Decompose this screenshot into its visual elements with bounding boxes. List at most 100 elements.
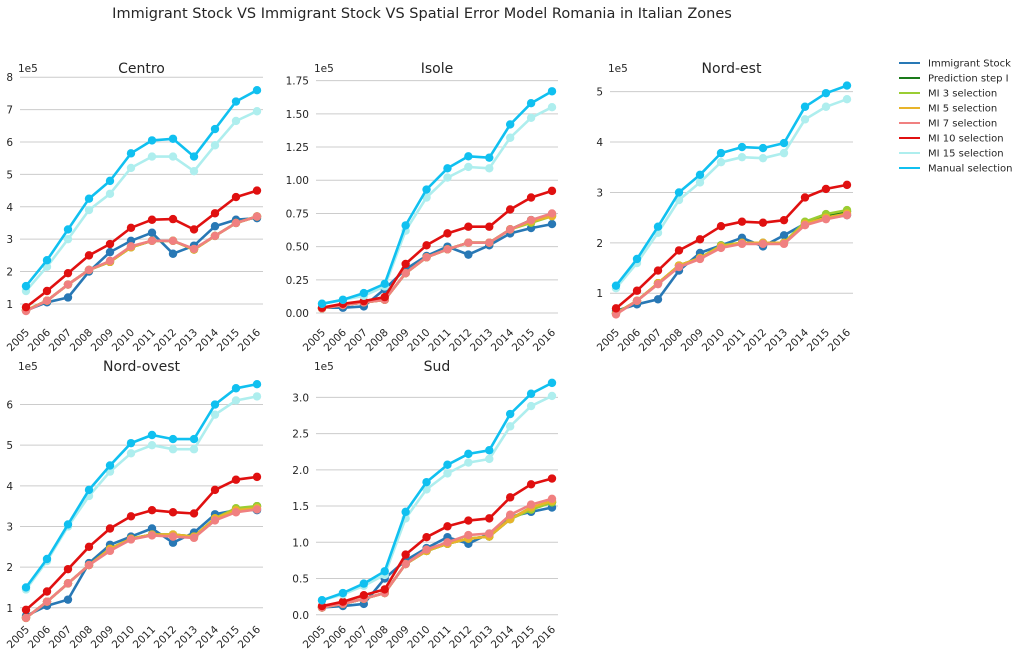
data-point (126, 223, 136, 233)
data-point (210, 141, 220, 150)
data-point (695, 235, 705, 244)
x-tick-label: 2010 (700, 327, 727, 354)
legend-item: Immigrant Stock (899, 59, 1011, 70)
data-point (464, 516, 473, 525)
y-tick-label: 4 (6, 481, 13, 493)
data-point (147, 531, 157, 540)
x-tick-label: 2015 (215, 624, 242, 651)
data-point (84, 265, 94, 275)
x-tick-label: 2009 (679, 327, 706, 354)
y-tick-label: 6 (6, 400, 13, 412)
series-line (614, 213, 849, 313)
y-tick-label: 0.50 (286, 242, 309, 254)
data-point (547, 87, 557, 96)
series-line (614, 208, 849, 315)
data-point (464, 449, 473, 459)
data-point (210, 231, 220, 241)
series-mi-5-selection (317, 496, 557, 612)
data-point (485, 153, 494, 162)
y-tick-label: 1.75 (286, 76, 309, 88)
series-mi-7-selection (611, 210, 852, 319)
legend-label: Prediction step I (928, 74, 1009, 85)
data-point (695, 178, 705, 187)
data-point (21, 583, 31, 592)
y-tick-label: 1.25 (286, 142, 309, 154)
y-tick-label: 5 (596, 87, 603, 99)
x-tick-label: 2013 (468, 624, 495, 651)
data-point (485, 164, 494, 173)
data-point (632, 286, 642, 295)
data-point (126, 512, 136, 521)
data-point (821, 214, 831, 224)
data-point (42, 256, 52, 265)
data-point (380, 292, 389, 302)
data-point (359, 590, 369, 600)
y-tick-label: 3.0 (292, 392, 309, 404)
panel-nord-est: 1 2 3 4 5 1e5 Nord-est 200520062007200820092010… (595, 61, 854, 354)
figure-title: Immigrant Stock VS Immigrant Stock VS Sp… (112, 6, 732, 22)
data-point (547, 209, 557, 218)
series-line (24, 88, 259, 288)
data-point (168, 214, 178, 224)
series-manual-selection (317, 378, 557, 605)
data-point (800, 221, 810, 230)
data-point (168, 532, 178, 541)
y-tick-label: 6 (6, 137, 13, 149)
x-tick-label: 2012 (152, 624, 179, 651)
data-point (42, 554, 52, 564)
data-point (737, 217, 747, 226)
series-prediction-step-i (21, 501, 262, 623)
data-point (842, 180, 852, 190)
x-tick-label: 2007 (47, 624, 74, 651)
data-point (189, 509, 199, 518)
data-point (210, 222, 220, 231)
legend-item: MI 7 selection (899, 119, 997, 130)
data-point (443, 460, 452, 469)
panel-title: Centro (118, 61, 165, 77)
data-point (547, 378, 557, 388)
data-point (21, 281, 31, 291)
data-point (317, 596, 327, 605)
legend-label: MI 7 selection (928, 119, 997, 130)
data-point (189, 166, 199, 176)
legend-item: Prediction step I (899, 74, 1009, 85)
y-tick-label: 5 (6, 169, 13, 181)
y-tick-label: 0.25 (286, 275, 309, 287)
x-tick-label: 2015 (215, 327, 242, 354)
y-tick-label: 7 (6, 105, 13, 117)
data-point (168, 434, 178, 444)
data-point (252, 379, 262, 389)
data-point (105, 239, 115, 249)
data-point (210, 209, 220, 218)
x-tick-label: 2011 (426, 327, 453, 354)
data-point (443, 173, 452, 182)
data-point (716, 158, 726, 167)
data-point (105, 189, 115, 199)
legend-label: Immigrant Stock (928, 59, 1011, 70)
series-mi-15-selection (317, 103, 557, 308)
x-tick-label: 2008 (363, 624, 390, 651)
legend-item: Manual selection (899, 164, 1012, 175)
axis-offset-label: 1e5 (608, 63, 628, 75)
data-point (168, 249, 178, 258)
x-tick-label: 2006 (26, 326, 54, 354)
data-point (84, 205, 94, 215)
data-point (84, 194, 94, 203)
data-point (505, 120, 515, 129)
x-tick-label: 2007 (47, 327, 74, 354)
x-tick-label: 2012 (447, 327, 474, 354)
y-tick-label: 3 (6, 234, 13, 246)
series-mi-10-selection (317, 186, 557, 312)
data-point (779, 239, 789, 249)
x-tick-label: 2016 (236, 623, 264, 651)
series-line (24, 382, 259, 589)
data-point (105, 461, 115, 470)
y-tick-label: 2 (596, 238, 603, 250)
panel-title: Sud (424, 359, 451, 375)
x-tick-label: 2007 (343, 624, 370, 651)
data-point (547, 494, 557, 504)
data-point (485, 529, 494, 538)
data-point (210, 410, 220, 419)
y-tick-label: 1 (6, 603, 13, 615)
